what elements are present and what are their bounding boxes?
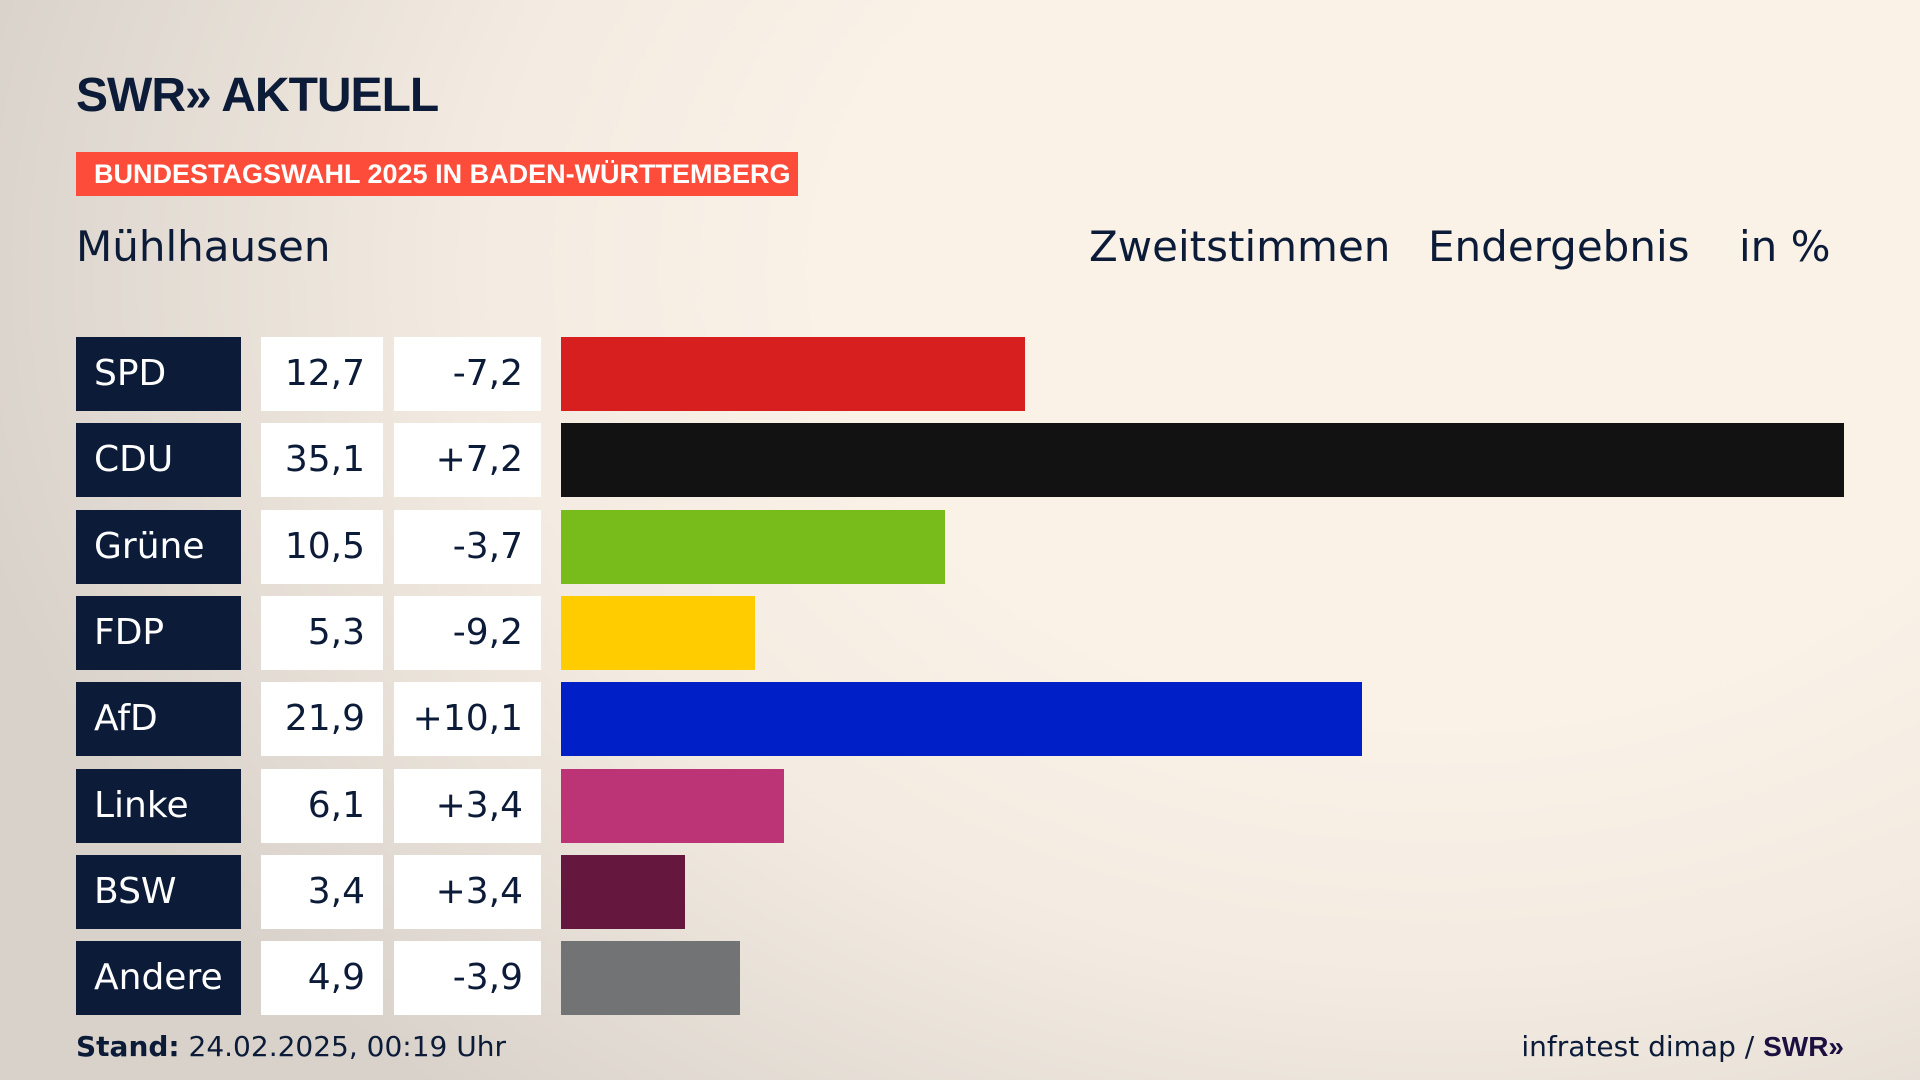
value-label: 35,1 bbox=[261, 423, 383, 498]
stand-label: Stand: bbox=[76, 1030, 180, 1063]
election-banner: BUNDESTAGSWAHL 2025 IN BADEN-WÜRTTEMBERG bbox=[76, 152, 798, 196]
unit-label: in % bbox=[1739, 222, 1831, 271]
party-label: Grüne bbox=[76, 509, 241, 584]
party-label: SPD bbox=[76, 337, 241, 411]
value-label: 5,3 bbox=[261, 595, 383, 670]
diff-label: -3,7 bbox=[394, 509, 541, 584]
vote-type-label: Zweitstimmen bbox=[1089, 222, 1391, 271]
bar bbox=[561, 509, 945, 584]
bar bbox=[561, 337, 1026, 411]
swr-aktuell-logo: SWR» AKTUELL bbox=[76, 69, 439, 122]
bar bbox=[561, 682, 1362, 757]
bar bbox=[561, 941, 741, 1016]
party-label: Andere bbox=[76, 941, 241, 1016]
diff-label: -7,2 bbox=[394, 337, 541, 411]
diff-label: +7,2 bbox=[394, 423, 541, 498]
party-label: AfD bbox=[76, 682, 241, 757]
place-title: Mühlhausen bbox=[76, 222, 331, 271]
bar bbox=[561, 423, 1844, 498]
value-label: 10,5 bbox=[261, 509, 383, 584]
bar bbox=[561, 595, 755, 670]
bar bbox=[561, 854, 686, 929]
party-label: BSW bbox=[76, 854, 241, 929]
source-text: infratest dimap / bbox=[1521, 1030, 1764, 1063]
value-label: 12,7 bbox=[261, 337, 383, 411]
party-label: CDU bbox=[76, 423, 241, 498]
result-type-label: Endergebnis bbox=[1428, 222, 1690, 271]
value-label: 6,1 bbox=[261, 768, 383, 843]
diff-label: -9,2 bbox=[394, 595, 541, 670]
swr-logo: SWR» bbox=[1763, 1031, 1844, 1062]
party-label: Linke bbox=[76, 768, 241, 843]
diff-label: +3,4 bbox=[394, 768, 541, 843]
diff-label: +3,4 bbox=[394, 854, 541, 929]
value-label: 3,4 bbox=[261, 854, 383, 929]
source: infratest dimap / SWR» bbox=[1521, 1030, 1844, 1063]
timestamp: Stand: 24.02.2025, 00:19 Uhr bbox=[76, 1030, 506, 1063]
stand-value: 24.02.2025, 00:19 Uhr bbox=[188, 1030, 506, 1063]
diff-label: +10,1 bbox=[394, 682, 541, 757]
diff-label: -3,9 bbox=[394, 941, 541, 1016]
value-label: 4,9 bbox=[261, 941, 383, 1016]
party-label: FDP bbox=[76, 595, 241, 670]
bar bbox=[561, 768, 784, 843]
value-label: 21,9 bbox=[261, 682, 383, 757]
